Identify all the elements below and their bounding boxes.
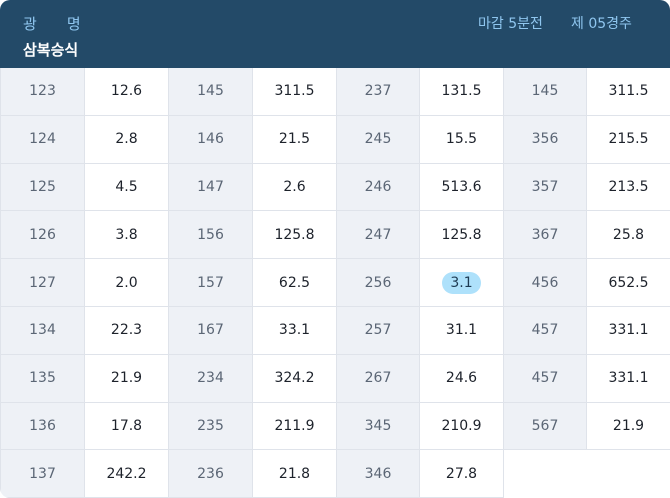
combo-number: 167 bbox=[169, 306, 253, 355]
empty-cell bbox=[587, 450, 670, 498]
odds-value[interactable]: 17.8 bbox=[85, 402, 169, 451]
odds-value[interactable]: 33.1 bbox=[253, 306, 337, 355]
odds-table: 123 12.6 145 311.5 237 131.5 145 311.5 124 2.8 146… bbox=[0, 68, 670, 498]
odds-value[interactable]: 213.5 bbox=[587, 163, 670, 212]
combo-number: 236 bbox=[169, 450, 253, 498]
odds-value[interactable]: 12.6 bbox=[85, 68, 169, 116]
combo-number: 246 bbox=[337, 163, 420, 212]
combo-number: 247 bbox=[337, 211, 420, 260]
combo-number: 234 bbox=[169, 354, 253, 403]
highlighted-odds: 3.1 bbox=[442, 271, 481, 294]
combo-number: 457 bbox=[504, 306, 587, 355]
combo-number: 136 bbox=[1, 402, 85, 451]
odds-value[interactable]: 21.5 bbox=[253, 115, 337, 164]
odds-value[interactable]: 131.5 bbox=[420, 68, 504, 116]
race-number: 제 05경주 bbox=[571, 16, 632, 32]
odds-value[interactable]: 24.6 bbox=[420, 354, 504, 403]
venue-char-2: 명 bbox=[66, 15, 81, 33]
odds-value[interactable]: 652.5 bbox=[587, 259, 670, 307]
odds-value[interactable]: 27.8 bbox=[420, 450, 504, 498]
empty-cell bbox=[504, 450, 587, 498]
combo-number: 256 bbox=[337, 259, 420, 307]
odds-value[interactable]: 311.5 bbox=[253, 68, 337, 116]
odds-value[interactable]: 25.8 bbox=[587, 211, 670, 260]
odds-value[interactable]: 4.5 bbox=[85, 163, 169, 212]
odds-value[interactable]: 242.2 bbox=[85, 450, 169, 498]
combo-number: 235 bbox=[169, 402, 253, 451]
combo-number: 346 bbox=[337, 450, 420, 498]
combo-number: 147 bbox=[169, 163, 253, 212]
combo-number: 345 bbox=[337, 402, 420, 451]
odds-value[interactable]: 210.9 bbox=[420, 402, 504, 451]
deadline-label: 마감 5분전 bbox=[478, 16, 543, 32]
odds-value[interactable]: 21.9 bbox=[85, 354, 169, 403]
odds-value[interactable]: 2.8 bbox=[85, 115, 169, 164]
combo-number: 156 bbox=[169, 211, 253, 260]
combo-number: 356 bbox=[504, 115, 587, 164]
odds-value[interactable]: 125.8 bbox=[420, 211, 504, 260]
odds-value[interactable]: 62.5 bbox=[253, 259, 337, 307]
odds-value[interactable]: 31.1 bbox=[420, 306, 504, 355]
odds-value[interactable]: 2.6 bbox=[253, 163, 337, 212]
odds-value[interactable]: 125.8 bbox=[253, 211, 337, 260]
combo-number: 157 bbox=[169, 259, 253, 307]
combo-number: 267 bbox=[337, 354, 420, 403]
combo-number: 145 bbox=[504, 68, 587, 116]
combo-number: 146 bbox=[169, 115, 253, 164]
odds-value[interactable]: 21.9 bbox=[587, 402, 670, 451]
odds-value[interactable]: 22.3 bbox=[85, 306, 169, 355]
bet-type-label: 삼복승식 bbox=[23, 41, 79, 59]
combo-number: 125 bbox=[1, 163, 85, 212]
odds-value[interactable]: 3.1 bbox=[420, 259, 504, 307]
combo-number: 137 bbox=[1, 450, 85, 498]
odds-value[interactable]: 311.5 bbox=[587, 68, 670, 116]
combo-number: 257 bbox=[337, 306, 420, 355]
odds-value[interactable]: 331.1 bbox=[587, 306, 670, 355]
combo-number: 357 bbox=[504, 163, 587, 212]
odds-value[interactable]: 324.2 bbox=[253, 354, 337, 403]
odds-value[interactable]: 513.6 bbox=[420, 163, 504, 212]
combo-number: 145 bbox=[169, 68, 253, 116]
combo-number: 456 bbox=[504, 259, 587, 307]
combo-number: 126 bbox=[1, 211, 85, 260]
combo-number: 135 bbox=[1, 354, 85, 403]
odds-value[interactable]: 211.9 bbox=[253, 402, 337, 451]
combo-number: 123 bbox=[1, 68, 85, 116]
venue-char-1: 광 bbox=[23, 15, 37, 33]
combo-number: 567 bbox=[504, 402, 587, 451]
combo-number: 245 bbox=[337, 115, 420, 164]
combo-number: 124 bbox=[1, 115, 85, 164]
combo-number: 237 bbox=[337, 68, 420, 116]
combo-number: 127 bbox=[1, 259, 85, 307]
odds-value[interactable]: 21.8 bbox=[253, 450, 337, 498]
odds-value[interactable]: 3.8 bbox=[85, 211, 169, 260]
odds-value[interactable]: 331.1 bbox=[587, 354, 670, 403]
odds-value[interactable]: 215.5 bbox=[587, 115, 670, 164]
combo-number: 367 bbox=[504, 211, 587, 260]
odds-value[interactable]: 15.5 bbox=[420, 115, 504, 164]
combo-number: 134 bbox=[1, 306, 85, 355]
combo-number: 457 bbox=[504, 354, 587, 403]
odds-value[interactable]: 2.0 bbox=[85, 259, 169, 307]
